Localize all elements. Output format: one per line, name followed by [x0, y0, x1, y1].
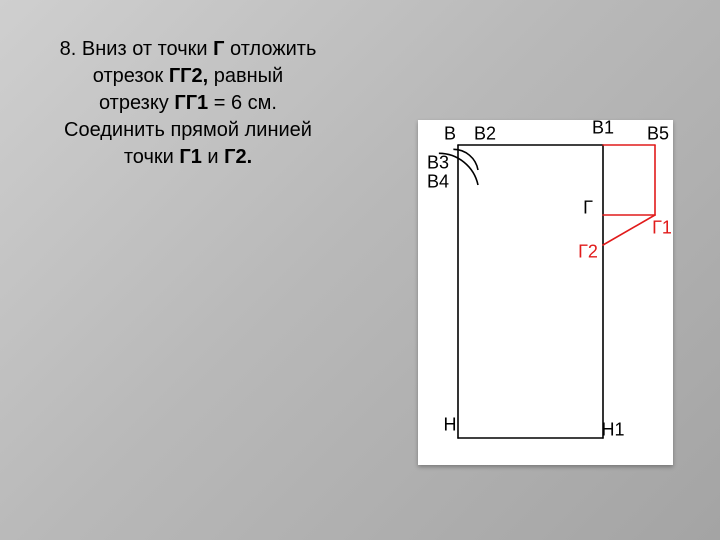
seg-G1-G2 — [603, 215, 655, 245]
neck-arc-1 — [453, 149, 478, 170]
instruction-word: Г1 — [179, 146, 201, 168]
label-V5: В5 — [647, 124, 669, 145]
instruction-word: точки — [124, 146, 174, 168]
instruction-word: отрезок — [93, 65, 163, 87]
instruction-word: и — [207, 146, 218, 168]
label-V: В — [444, 124, 456, 145]
instruction-word: от — [132, 38, 152, 60]
instruction-word: Г — [213, 38, 224, 60]
instruction-word: точки — [158, 38, 208, 60]
label-V1: В1 — [592, 118, 614, 139]
instruction-word: 8. — [60, 38, 77, 60]
instruction-word: Соединить — [64, 119, 165, 141]
diagram-panel: В В2 В1 В5 В3В4 Г Г1 Г2 Н Н1 — [418, 120, 673, 465]
label-G: Г — [583, 198, 593, 219]
step-instruction: 8. Вниз от точки Г отложить отрезок ГГ2,… — [58, 36, 318, 171]
label-N: Н — [444, 415, 457, 436]
instruction-word: см. — [248, 92, 277, 114]
instruction-word: отрезку — [99, 92, 169, 114]
instruction-word: равный — [214, 65, 283, 87]
label-V3: В3 — [427, 153, 449, 174]
label-N1: Н1 — [601, 420, 624, 441]
instruction-word: Г2. — [224, 146, 252, 168]
label-V2: В2 — [474, 124, 496, 145]
instruction-word: отложить — [230, 38, 316, 60]
label-G2: Г2 — [578, 242, 598, 263]
instruction-word: = — [214, 92, 226, 114]
label-V4: В4 — [427, 172, 449, 193]
instruction-word: прямой — [170, 119, 239, 141]
label-G1: Г1 — [652, 218, 672, 239]
instruction-word: Вниз — [82, 38, 127, 60]
instruction-word: 6 — [231, 92, 242, 114]
pattern-diagram — [418, 120, 673, 465]
instruction-word: ГГ2, — [169, 65, 208, 87]
slide: 8. Вниз от точки Г отложить отрезок ГГ2,… — [0, 0, 720, 540]
instruction-word: линией — [245, 119, 312, 141]
instruction-word: ГГ1 — [174, 92, 208, 114]
